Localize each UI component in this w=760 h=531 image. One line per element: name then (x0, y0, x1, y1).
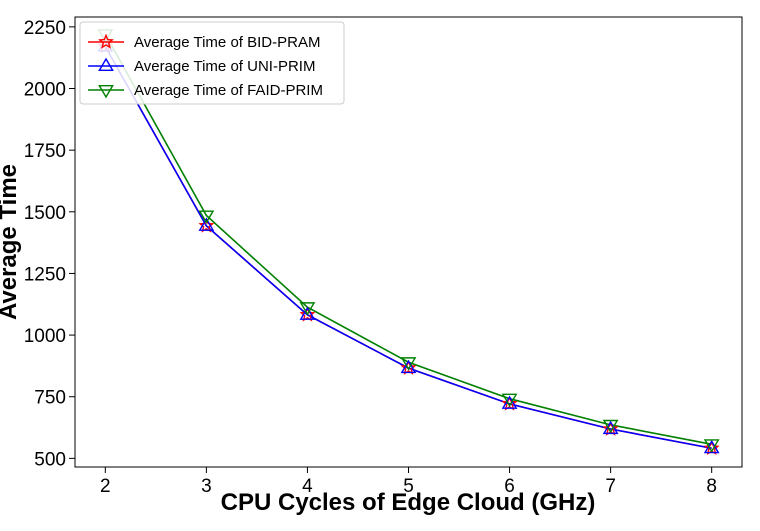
x-tick-label: 5 (403, 476, 414, 497)
x-tick-label: 2 (100, 476, 111, 497)
y-axis: 500 750 1000 1250 1500 1750 2000 2250 (24, 18, 75, 470)
x-tick-label: 6 (504, 476, 515, 497)
x-tick-label: 3 (201, 476, 212, 497)
data-point (400, 359, 417, 374)
y-axis-title: Average Time (0, 164, 22, 320)
data-point (501, 395, 518, 409)
y-tick-label: 750 (34, 388, 66, 409)
y-tick-label: 1750 (24, 141, 66, 162)
x-axis-title: CPU Cycles of Edge Cloud (GHz) (221, 489, 596, 516)
data-point (198, 217, 215, 231)
y-tick-label: 2250 (24, 18, 66, 39)
legend: Average Time of BID-PRAM Average Time of … (79, 21, 345, 105)
legend-marker (98, 33, 114, 49)
data-point (299, 306, 316, 320)
data-point (299, 302, 316, 316)
series-layer (97, 29, 720, 455)
legend-marker (98, 57, 114, 72)
y-tick-label: 1250 (24, 264, 66, 285)
y-tick-label: 2000 (24, 80, 66, 101)
legend-label: Average Time of UNI-PRIM (134, 58, 315, 75)
data-point (400, 359, 417, 375)
legend-label: Average Time of FAID-PRIM (134, 82, 323, 99)
data-point (198, 210, 215, 224)
data-point (198, 217, 215, 233)
x-axis: 2 3 4 5 6 7 8 (100, 467, 717, 497)
y-tick-label: 1500 (24, 203, 66, 224)
x-tick-label: 7 (605, 476, 616, 497)
legend-label: Average Time of BID-PRAM (134, 34, 320, 51)
data-point (299, 306, 316, 322)
legend-box (79, 21, 345, 105)
x-tick-label: 4 (302, 476, 313, 497)
data-point (501, 393, 518, 408)
x-tick-label: 8 (706, 476, 717, 497)
data-point (400, 357, 417, 371)
y-tick-label: 1000 (24, 326, 66, 347)
legend-marker (98, 84, 114, 99)
data-point (602, 420, 619, 435)
data-point (703, 439, 720, 453)
data-point (602, 419, 619, 434)
y-tick-label: 500 (34, 449, 66, 470)
